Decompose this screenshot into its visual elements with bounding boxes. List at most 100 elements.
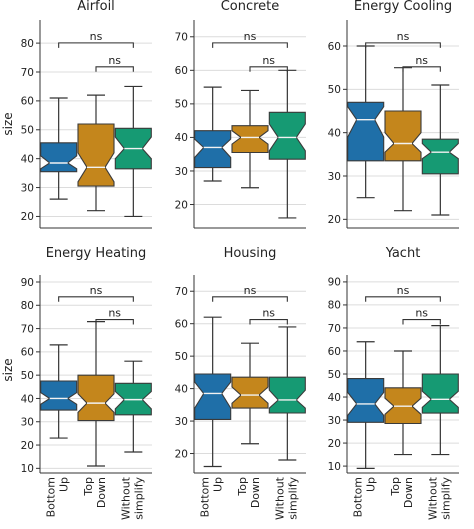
box-without-simplify bbox=[114, 360, 152, 453]
y-tick-label: 40 bbox=[328, 392, 341, 404]
box-body bbox=[40, 142, 78, 173]
box-bottom-up bbox=[194, 316, 232, 468]
panel-title: Energy Heating bbox=[46, 246, 147, 261]
box-body bbox=[421, 138, 459, 175]
box-body bbox=[231, 376, 269, 409]
x-category-label: Top bbox=[82, 477, 95, 497]
panel-title: Yacht bbox=[385, 246, 421, 261]
y-tick-label: 70 bbox=[175, 32, 188, 44]
x-category-label: Up bbox=[58, 477, 71, 492]
y-tick-label: 20 bbox=[328, 214, 341, 226]
significance-bracket bbox=[365, 42, 441, 48]
y-tick-label: 90 bbox=[328, 277, 341, 289]
x-category-label: Up bbox=[365, 477, 378, 492]
x-category-label: Top bbox=[236, 477, 249, 497]
y-tick-label: 60 bbox=[175, 65, 188, 77]
significance-label: ns bbox=[90, 30, 103, 43]
x-category-label: simplify bbox=[286, 477, 299, 520]
y-tick-label: 60 bbox=[328, 346, 341, 358]
panel-title: Energy Cooling bbox=[354, 0, 452, 14]
y-tick-label: 50 bbox=[175, 99, 188, 111]
box-body bbox=[77, 374, 115, 422]
y-tick-label: 50 bbox=[328, 369, 341, 381]
significance-label: ns bbox=[397, 284, 410, 297]
y-tick-label: 70 bbox=[328, 323, 341, 335]
x-category-label: simplify bbox=[439, 477, 452, 520]
y-tick-label: 50 bbox=[175, 351, 188, 363]
y-tick-label: 30 bbox=[175, 166, 188, 178]
x-category-label: Up bbox=[212, 477, 225, 492]
y-tick-label: 10 bbox=[21, 463, 34, 475]
significance-label: ns bbox=[415, 307, 428, 320]
y-tick-label: 30 bbox=[175, 416, 188, 428]
y-tick-label: 70 bbox=[21, 67, 34, 79]
significance-bracket bbox=[58, 42, 134, 48]
box-top-down bbox=[384, 350, 422, 456]
y-tick-label: 40 bbox=[175, 132, 188, 144]
box-body bbox=[268, 376, 306, 414]
x-category-label: Without bbox=[426, 476, 439, 520]
y-tick-label: 30 bbox=[328, 415, 341, 427]
box-body bbox=[77, 123, 115, 187]
box-bottom-up bbox=[347, 45, 385, 199]
significance-bracket bbox=[249, 66, 288, 72]
y-tick-label: 20 bbox=[21, 211, 34, 223]
x-category-label: Top bbox=[389, 477, 402, 497]
box-bottom-up bbox=[40, 97, 78, 200]
box-body bbox=[268, 111, 306, 160]
y-tick-label: 60 bbox=[21, 347, 34, 359]
box-without-simplify bbox=[421, 325, 459, 456]
y-tick-label: 20 bbox=[175, 199, 188, 211]
y-tick-label: 80 bbox=[21, 300, 34, 312]
box-top-down bbox=[384, 67, 422, 212]
significance-label: ns bbox=[108, 54, 121, 67]
significance-label: ns bbox=[397, 30, 410, 43]
box-without-simplify bbox=[268, 69, 306, 219]
y-tick-label: 40 bbox=[175, 383, 188, 395]
box-bottom-up bbox=[347, 341, 385, 469]
significance-bracket bbox=[212, 296, 288, 302]
significance-bracket bbox=[249, 319, 288, 325]
box-without-simplify bbox=[421, 84, 459, 216]
y-tick-label: 80 bbox=[328, 300, 341, 312]
box-body bbox=[194, 130, 232, 169]
y-tick-label: 80 bbox=[21, 38, 34, 50]
x-category-label: Bottom bbox=[352, 477, 365, 517]
x-category-label: Bottom bbox=[199, 477, 212, 517]
box-top-down bbox=[77, 94, 115, 212]
box-body bbox=[421, 373, 459, 414]
y-tick-label: 50 bbox=[21, 125, 34, 137]
box-body bbox=[347, 101, 385, 162]
box-body bbox=[347, 378, 385, 423]
y-tick-label: 70 bbox=[175, 286, 188, 298]
significance-bracket bbox=[365, 296, 441, 302]
x-category-label: Without bbox=[273, 476, 286, 520]
panel-title: Concrete bbox=[221, 0, 280, 14]
x-category-label: Bottom bbox=[45, 477, 58, 517]
box-without-simplify bbox=[268, 326, 306, 461]
box-without-simplify bbox=[114, 85, 152, 218]
x-category-label: Down bbox=[95, 477, 108, 508]
panel-title: Airfoil bbox=[77, 0, 115, 14]
significance-label: ns bbox=[90, 284, 103, 297]
box-top-down bbox=[77, 320, 115, 467]
y-axis-label: size bbox=[1, 358, 15, 381]
significance-bracket bbox=[95, 319, 134, 325]
x-category-label: Down bbox=[249, 477, 262, 508]
y-tick-label: 60 bbox=[328, 41, 341, 53]
y-tick-label: 30 bbox=[21, 182, 34, 194]
y-tick-label: 20 bbox=[175, 448, 188, 460]
y-tick-label: 30 bbox=[21, 417, 34, 429]
box-top-down bbox=[231, 89, 269, 189]
box-body bbox=[384, 110, 422, 162]
y-tick-label: 30 bbox=[328, 171, 341, 183]
significance-label: ns bbox=[108, 307, 121, 320]
y-tick-label: 60 bbox=[21, 96, 34, 108]
